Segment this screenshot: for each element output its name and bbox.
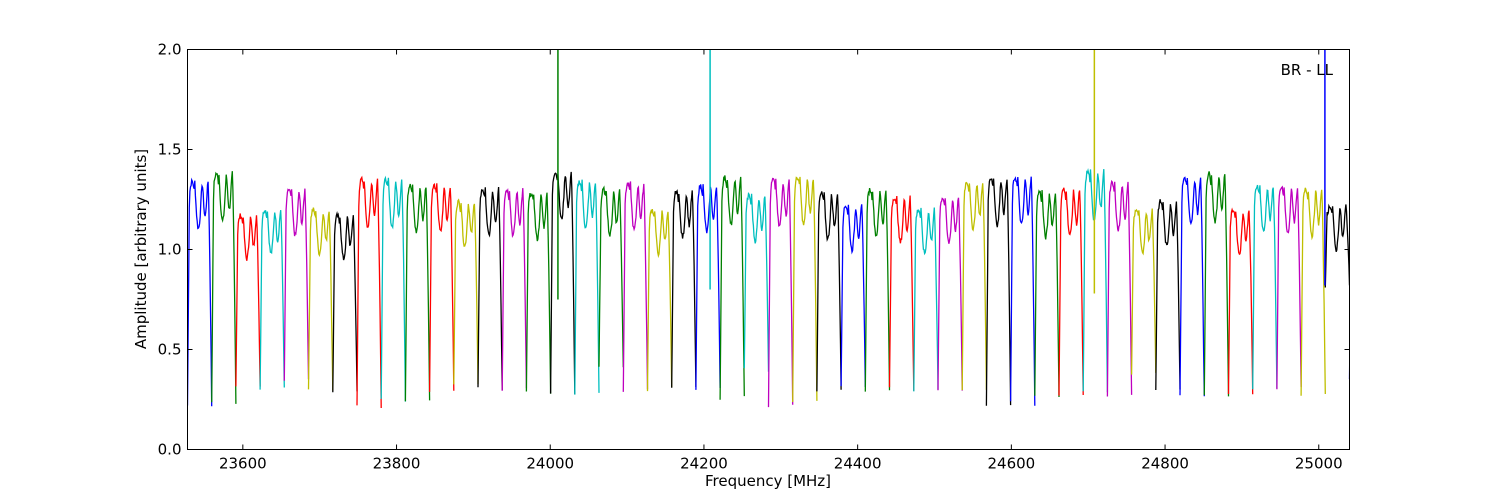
channel-series-10 [404, 183, 431, 402]
channel-series-25 [767, 177, 794, 408]
channel-series-23 [719, 175, 745, 400]
channel-series-48 [1324, 203, 1350, 288]
axis-ticks: 23600 23800 24000 24200 24400 24600 24800 25000… [158, 41, 1350, 473]
channel-series-17 [574, 179, 600, 395]
x-tick-label: 24000 [526, 455, 574, 473]
x-tick-label: 24200 [680, 455, 728, 473]
channel-series-4 [259, 210, 285, 390]
x-tick-label: 24600 [987, 455, 1035, 473]
channel-series-45 [1252, 184, 1278, 390]
channel-series-44 [1227, 207, 1254, 395]
channel-series-32 [937, 197, 963, 391]
channel-series-27 [816, 191, 842, 392]
channel-series-42 [1179, 176, 1205, 397]
channel-series-13 [477, 186, 503, 391]
channel-series-38 [1082, 167, 1109, 393]
channel-series-39 [1106, 179, 1133, 397]
channel-series-33 [961, 181, 988, 391]
channel-series-6 [307, 207, 334, 391]
annotation-label: BR - LL [1281, 61, 1334, 79]
channel-series-5 [283, 188, 310, 381]
channel-series-15 [525, 192, 552, 394]
channel-series-28 [840, 204, 866, 388]
channel-series-16 [549, 171, 576, 395]
channel-series-41 [1155, 199, 1181, 391]
channel-series-30 [888, 195, 915, 392]
channel-series-46 [1276, 185, 1302, 390]
channel-series-24 [743, 192, 770, 372]
channel-series-22 [695, 184, 721, 390]
channel-series-20 [646, 208, 673, 392]
channel-series-47 [1300, 187, 1326, 396]
channel-series-19 [622, 181, 649, 392]
channel-series-36 [1034, 189, 1060, 398]
x-tick-label: 25000 [1295, 455, 1343, 473]
channel-series-34 [985, 178, 1012, 406]
channel-series-43 [1203, 171, 1230, 397]
y-tick-label: 1.0 [158, 241, 182, 259]
x-tick-label: 24800 [1141, 455, 1189, 473]
channel-series-12 [453, 198, 479, 385]
x-tick-label: 23600 [219, 455, 267, 473]
channel-series-9 [380, 175, 407, 402]
channel-series-2 [211, 171, 237, 404]
channel-series-40 [1130, 208, 1157, 375]
channel-series-8 [356, 175, 382, 409]
channel-series-21 [671, 189, 697, 388]
channel-series-35 [1009, 176, 1036, 406]
channel-series-3 [235, 213, 261, 387]
x-axis-label: Frequency [MHz] [705, 472, 831, 490]
channel-series-1 [187, 177, 213, 407]
channel-series-7 [332, 210, 358, 393]
channel-series-49 [1348, 320, 1350, 380]
channel-series-31 [913, 207, 939, 392]
channel-series-37 [1058, 187, 1084, 396]
channel-series-29 [864, 187, 891, 392]
channel-series-26 [792, 176, 818, 403]
x-tick-label: 24400 [834, 455, 882, 473]
channel-series-11 [428, 183, 455, 392]
channel-series-14 [501, 187, 528, 391]
y-tick-label: 0.0 [158, 441, 182, 459]
y-tick-label: 0.5 [158, 341, 182, 359]
y-tick-label: 2.0 [158, 41, 182, 59]
x-tick-label: 23800 [373, 455, 421, 473]
y-tick-label: 1.5 [158, 141, 182, 159]
plot-lines [187, 49, 1350, 409]
channel-series-18 [598, 185, 624, 368]
y-axis-label: Amplitude [arbitrary units] [132, 149, 150, 349]
